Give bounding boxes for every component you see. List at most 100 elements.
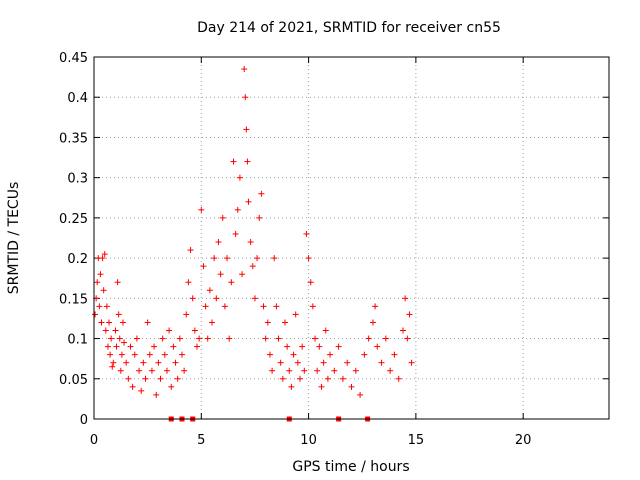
- data-point: [228, 279, 235, 286]
- data-point: [243, 126, 250, 133]
- data-point: [262, 335, 269, 342]
- data-point: [198, 206, 205, 213]
- data-point: [402, 295, 409, 302]
- data-point: [155, 359, 162, 366]
- data-point: [101, 251, 108, 258]
- data-point: [144, 319, 151, 326]
- data-point: [129, 383, 136, 390]
- data-point: [115, 311, 122, 318]
- data-point: [185, 279, 192, 286]
- data-point: [269, 367, 276, 374]
- y-tick-label: 0.2: [67, 252, 88, 267]
- chart-title: Day 214 of 2021, SRMTID for receiver cn5…: [197, 20, 501, 36]
- data-point: [92, 311, 99, 318]
- data-point: [236, 174, 243, 181]
- data-point: [163, 367, 170, 374]
- data-point: [103, 303, 110, 310]
- data-point: [251, 295, 258, 302]
- data-point: [312, 335, 319, 342]
- data-point: [118, 351, 125, 358]
- data-point: [391, 351, 398, 358]
- data-point: [114, 279, 121, 286]
- data-point: [119, 319, 126, 326]
- plot-frame: [93, 56, 610, 420]
- data-point: [374, 343, 381, 350]
- data-point: [127, 343, 134, 350]
- y-tick-label: 0.4: [67, 91, 88, 106]
- data-point: [204, 335, 211, 342]
- data-point: [324, 375, 331, 382]
- x-tick-label: 15: [408, 433, 425, 448]
- data-point: [382, 335, 389, 342]
- data-point: [249, 263, 256, 270]
- data-point: [123, 359, 130, 366]
- data-point: [408, 359, 415, 366]
- y-tick-label: 0.15: [59, 292, 88, 307]
- data-point: [303, 230, 310, 237]
- data-point: [153, 391, 160, 398]
- x-tick-label: 10: [300, 433, 317, 448]
- data-point: [331, 367, 338, 374]
- data-point: [226, 335, 233, 342]
- x-tick-label: 5: [197, 433, 205, 448]
- data-point: [168, 383, 175, 390]
- data-point: [116, 335, 123, 342]
- data-point: [372, 303, 379, 310]
- x-tick-label: 0: [90, 433, 98, 448]
- data-point: [404, 335, 411, 342]
- data-point: [239, 271, 246, 278]
- data-point: [266, 351, 273, 358]
- data-point: [224, 255, 231, 262]
- data-point: [106, 319, 113, 326]
- data-point: [125, 375, 132, 382]
- y-tick-label: 0.35: [59, 131, 88, 146]
- data-point: [309, 303, 316, 310]
- data-point: [133, 335, 140, 342]
- y-tick-label: 0.25: [59, 212, 88, 227]
- data-point: [241, 66, 248, 73]
- data-point: [318, 383, 325, 390]
- data-point: [275, 335, 282, 342]
- data-point: [273, 303, 280, 310]
- data-point: [305, 255, 312, 262]
- data-point: [335, 343, 342, 350]
- data-point: [196, 335, 203, 342]
- data-point: [157, 375, 164, 382]
- data-point: [256, 214, 263, 221]
- data-point: [277, 359, 284, 366]
- data-point: [206, 287, 213, 294]
- data-point: [108, 335, 115, 342]
- data-point: [352, 367, 359, 374]
- data-point: [142, 375, 149, 382]
- data-point: [174, 375, 181, 382]
- data-point: [159, 335, 166, 342]
- data-point: [254, 255, 261, 262]
- data-point: [369, 319, 376, 326]
- data-point: [339, 375, 346, 382]
- data-point: [100, 287, 107, 294]
- data-point: [99, 255, 106, 262]
- data-point: [102, 327, 109, 334]
- data-point: [189, 295, 196, 302]
- data-point: [344, 359, 351, 366]
- data-point: [244, 158, 251, 165]
- data-point: [148, 367, 155, 374]
- data-point: [221, 303, 228, 310]
- data-point: [217, 271, 224, 278]
- data-point: [131, 351, 138, 358]
- data-point: [202, 303, 209, 310]
- data-point: [314, 367, 321, 374]
- data-point: [281, 319, 288, 326]
- data-point: [209, 319, 216, 326]
- data-points: [92, 66, 415, 422]
- data-point: [299, 343, 306, 350]
- data-point: [178, 351, 185, 358]
- data-point: [365, 335, 372, 342]
- y-tick-label: 0.1: [67, 333, 88, 348]
- data-point: [166, 327, 173, 334]
- data-point: [138, 387, 145, 394]
- data-point: [183, 311, 190, 318]
- data-point: [395, 375, 402, 382]
- data-point: [322, 327, 329, 334]
